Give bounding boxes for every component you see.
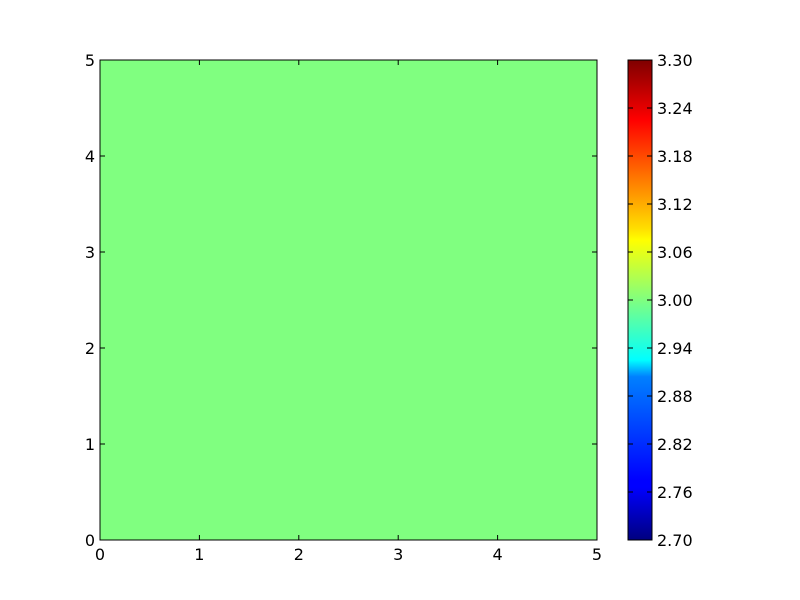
y-tick-label: 5	[85, 51, 95, 70]
colorbar-tick-label: 3.06	[657, 243, 693, 262]
x-tick-label: 4	[493, 545, 503, 564]
colorbar-tick-label: 3.00	[657, 291, 693, 310]
colorbar: 2.70 2.76 2.82 2.88 2.94 3.00 3.06 3.12 3.18 3.24…	[627, 51, 693, 550]
colorbar-tick-label: 2.88	[657, 387, 693, 406]
colorbar-tick-label: 3.18	[657, 147, 693, 166]
colorbar-tick-label: 3.30	[657, 51, 693, 70]
plot-area	[99, 59, 598, 541]
colorbar-tick-label: 2.70	[657, 531, 693, 550]
colorbar-tick-label: 3.12	[657, 195, 693, 214]
y-tick-label: 1	[85, 435, 95, 454]
x-tick-label: 5	[592, 545, 602, 564]
colorbar-tick-label: 2.94	[657, 339, 693, 358]
y-tick-label: 4	[85, 147, 95, 166]
y-axis: 0 1 2 3 4 5	[85, 51, 597, 550]
x-tick-label: 0	[95, 545, 105, 564]
x-axis: 0 1 2 3 4 5	[95, 60, 602, 564]
x-tick-label: 1	[194, 545, 204, 564]
colorbar-tick-label: 2.76	[657, 483, 693, 502]
colorbar-tick-label: 3.24	[657, 99, 693, 118]
plot-frame	[99, 59, 598, 541]
y-tick-label: 0	[85, 531, 95, 550]
y-tick-label: 3	[85, 243, 95, 262]
x-tick-label: 2	[294, 545, 304, 564]
colorbar-tick-label: 2.82	[657, 435, 693, 454]
heatmap-cell	[100, 60, 597, 540]
y-tick-label: 2	[85, 339, 95, 358]
x-tick-label: 3	[393, 545, 403, 564]
